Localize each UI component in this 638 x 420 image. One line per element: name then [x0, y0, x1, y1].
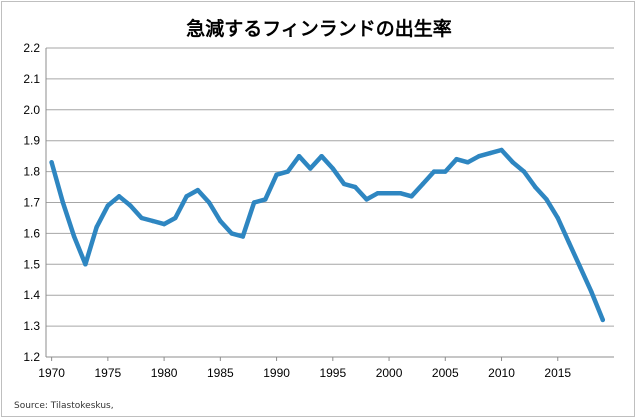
- x-tick-labels: 1970 1975 1980 1985 1990 1995 2000 2005 2010 2015: [38, 366, 571, 380]
- x-tick-label: 1995: [319, 366, 346, 380]
- y-tick-label: 1.2: [23, 350, 40, 364]
- x-tick-label: 1975: [95, 366, 122, 380]
- data-point: [364, 197, 369, 202]
- data-point: [555, 215, 560, 221]
- data-point: [274, 172, 279, 177]
- y-tick-label: 1.4: [23, 288, 40, 302]
- data-point: [398, 191, 403, 196]
- data-point: [128, 203, 133, 208]
- data-point: [353, 184, 358, 190]
- x-tick-label: 2010: [488, 366, 515, 380]
- series-line: [49, 147, 606, 323]
- data-point: [173, 215, 178, 221]
- x-tick-label: 1980: [151, 366, 178, 380]
- data-point: [420, 181, 425, 187]
- x-tick-label: 1985: [207, 366, 234, 380]
- data-point: [263, 197, 268, 202]
- y-tick-label: 1.5: [23, 257, 40, 271]
- data-point: [375, 191, 381, 196]
- data-point: [409, 194, 414, 199]
- data-point: [533, 184, 538, 190]
- data-point: [184, 194, 189, 199]
- data-point: [386, 191, 392, 196]
- gridlines: [46, 47, 614, 358]
- data-point: [150, 218, 156, 224]
- y-tick-label: 1.3: [23, 319, 40, 333]
- data-point: [544, 197, 549, 202]
- y-tick-label: 1.8: [23, 165, 40, 179]
- data-point: [105, 203, 111, 208]
- data-point: [476, 153, 482, 159]
- data-point: [206, 200, 212, 205]
- y-tick-labels: 1.2 1.3 1.4 1.5 1.6 1.7 1.8 1.9 2.0 2.1 2.2: [23, 41, 40, 364]
- data-point: [308, 166, 313, 171]
- data-point: [94, 225, 99, 230]
- data-point: [218, 218, 223, 224]
- data-point: [465, 160, 470, 165]
- source-note: Source: Tilastokeskus,: [14, 401, 114, 411]
- data-point: [195, 187, 201, 193]
- data-point: [600, 317, 605, 323]
- x-tick-label: 1990: [263, 366, 290, 380]
- data-point: [521, 169, 527, 174]
- x-tick-label: 1970: [38, 366, 65, 380]
- data-point: [251, 200, 257, 205]
- data-point: [49, 160, 54, 165]
- data-point: [589, 289, 594, 295]
- y-tick-label: 1.7: [23, 196, 40, 210]
- data-point: [443, 169, 448, 174]
- data-point: [60, 200, 66, 205]
- x-tick-label: 2000: [376, 366, 403, 380]
- axes: [45, 48, 614, 361]
- data-point: [499, 147, 504, 153]
- series-layer: [49, 147, 606, 323]
- data-point: [454, 157, 459, 162]
- data-point: [161, 221, 167, 227]
- x-tick-label: 2015: [544, 366, 571, 380]
- data-point: [83, 262, 88, 267]
- data-point: [566, 240, 572, 245]
- y-tick-label: 2.0: [23, 103, 40, 117]
- data-point: [229, 231, 234, 236]
- data-point: [116, 194, 122, 199]
- data-point: [431, 169, 437, 174]
- data-point: [285, 169, 291, 174]
- chart-title: 急減するフィンランドの出生率: [186, 18, 452, 40]
- data-point: [319, 153, 324, 159]
- data-point: [240, 234, 246, 239]
- data-point: [71, 234, 77, 239]
- data-point: [488, 150, 493, 156]
- data-point: [296, 153, 302, 159]
- x-tick-label: 2005: [432, 366, 459, 380]
- y-tick-label: 1.6: [23, 226, 40, 240]
- y-tick-label: 2.2: [23, 41, 40, 55]
- data-point: [510, 160, 515, 165]
- y-tick-label: 1.9: [23, 134, 40, 148]
- data-point: [578, 265, 583, 270]
- data-point: [139, 215, 144, 221]
- y-tick-label: 2.1: [23, 72, 40, 86]
- data-point: [341, 181, 347, 187]
- data-point: [330, 166, 336, 171]
